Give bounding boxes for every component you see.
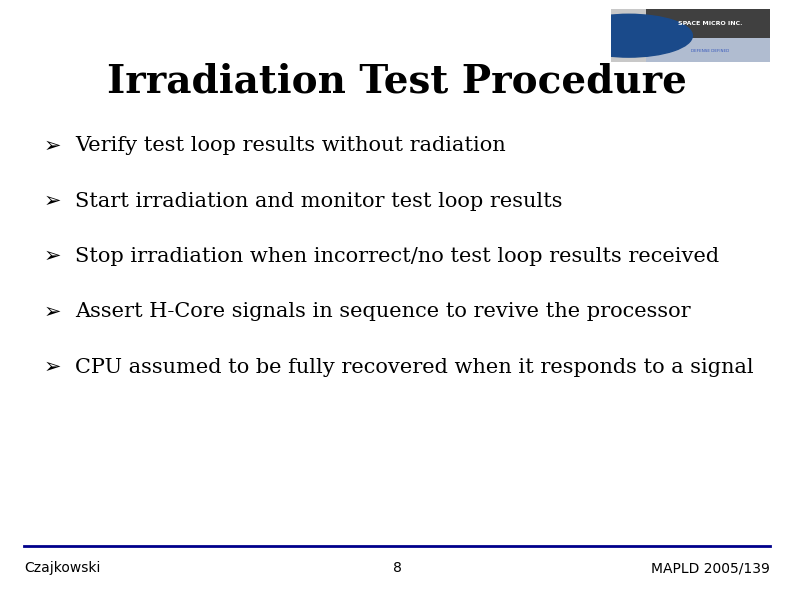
- Text: 8: 8: [392, 561, 402, 575]
- Text: Assert H-Core signals in sequence to revive the processor: Assert H-Core signals in sequence to rev…: [75, 302, 691, 321]
- Circle shape: [565, 14, 692, 57]
- Text: Irradiation Test Procedure: Irradiation Test Procedure: [107, 62, 687, 101]
- Text: ➢: ➢: [44, 191, 61, 211]
- Text: DEFENSE DEFINED: DEFENSE DEFINED: [691, 49, 729, 53]
- Text: ➢: ➢: [44, 357, 61, 377]
- Text: Verify test loop results without radiation: Verify test loop results without radiati…: [75, 136, 507, 155]
- Text: ➢: ➢: [44, 302, 61, 322]
- Text: Czajkowski: Czajkowski: [24, 561, 100, 575]
- Text: Stop irradiation when incorrect/no test loop results received: Stop irradiation when incorrect/no test …: [75, 247, 719, 266]
- FancyBboxPatch shape: [646, 9, 770, 38]
- Text: ➢: ➢: [44, 136, 61, 156]
- FancyBboxPatch shape: [646, 38, 770, 62]
- Text: MAPLD 2005/139: MAPLD 2005/139: [651, 561, 770, 575]
- Text: CPU assumed to be fully recovered when it responds to a signal: CPU assumed to be fully recovered when i…: [75, 358, 754, 377]
- Text: Start irradiation and monitor test loop results: Start irradiation and monitor test loop …: [75, 192, 563, 211]
- FancyBboxPatch shape: [611, 9, 770, 62]
- Text: ➢: ➢: [44, 246, 61, 267]
- Text: SPACE MICRO INC.: SPACE MICRO INC.: [677, 21, 742, 26]
